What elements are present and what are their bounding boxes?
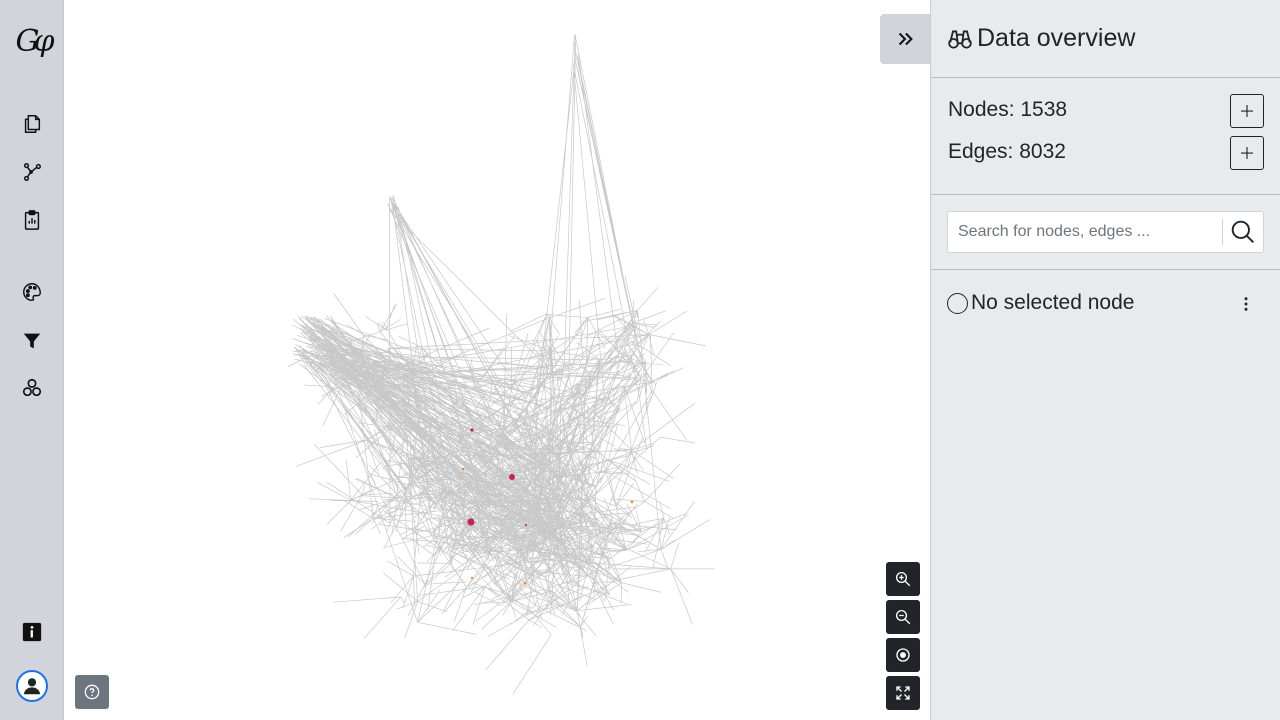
- graph-stats: Nodes: 1538 Edges: 8032: [931, 78, 1280, 195]
- graph-node[interactable]: [525, 524, 527, 526]
- add-edge-button[interactable]: [1230, 136, 1264, 170]
- graph-node[interactable]: [462, 468, 464, 470]
- graph-edges: [288, 33, 715, 695]
- binoculars-icon: [948, 29, 972, 49]
- collapse-panel-button[interactable]: [880, 14, 930, 64]
- app-logo[interactable]: Gφ: [15, 24, 55, 59]
- edges-count: Edges: 8032: [948, 140, 1066, 163]
- graph-node[interactable]: [470, 428, 474, 432]
- network-graph[interactable]: [64, 0, 930, 720]
- search-section: [931, 195, 1280, 270]
- panel-header: Data overview: [931, 0, 1280, 78]
- filter-icon[interactable]: [16, 325, 48, 357]
- selected-node-label: No selected node: [971, 291, 1135, 314]
- help-button[interactable]: [75, 675, 109, 709]
- graph-node[interactable]: [467, 518, 475, 526]
- left-toolbar: Gφ: [0, 0, 64, 720]
- files-icon[interactable]: [16, 108, 48, 140]
- zoom-in-button[interactable]: [886, 562, 920, 596]
- info-icon[interactable]: [16, 616, 48, 648]
- graph-icon[interactable]: [16, 156, 48, 188]
- graph-node[interactable]: [509, 474, 515, 480]
- panel-title: Data overview: [977, 24, 1136, 52]
- search-icon[interactable]: [1223, 212, 1263, 252]
- graph-canvas[interactable]: [64, 0, 930, 720]
- fullscreen-button[interactable]: [886, 676, 920, 710]
- center-view-button[interactable]: [886, 638, 920, 672]
- clipboard-icon[interactable]: [16, 204, 48, 236]
- empty-circle-icon: [947, 293, 968, 314]
- data-overview-panel: Data overview Nodes: 1538 Edges: 8032: [930, 0, 1280, 720]
- more-options-icon[interactable]: [1236, 293, 1256, 315]
- graph-node[interactable]: [470, 576, 474, 580]
- graph-node[interactable]: [523, 581, 527, 585]
- search-box: [947, 211, 1264, 253]
- selection-section: No selected node: [931, 270, 1280, 336]
- search-input[interactable]: [948, 212, 1222, 252]
- add-node-button[interactable]: [1230, 94, 1264, 128]
- graph-node[interactable]: [630, 500, 634, 504]
- search-divider: [1222, 219, 1223, 245]
- zoom-out-button[interactable]: [886, 600, 920, 634]
- cluster-icon[interactable]: [16, 372, 48, 404]
- palette-icon[interactable]: [16, 276, 48, 308]
- graph-edge-bundle: [288, 33, 715, 695]
- user-avatar[interactable]: [16, 670, 48, 702]
- nodes-count: Nodes: 1538: [948, 98, 1068, 121]
